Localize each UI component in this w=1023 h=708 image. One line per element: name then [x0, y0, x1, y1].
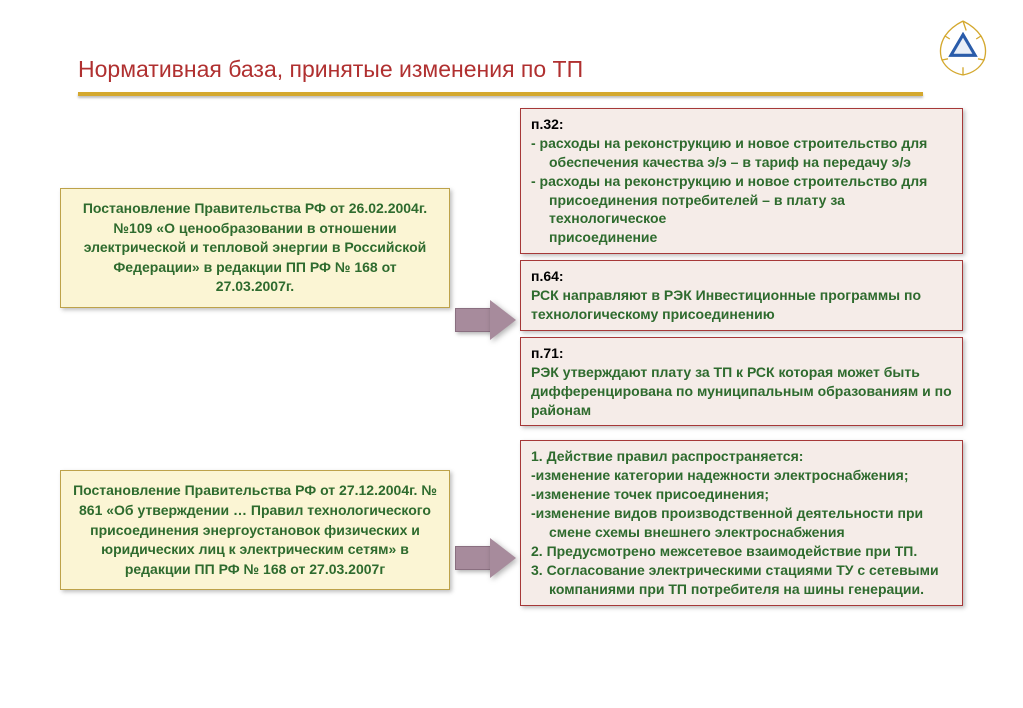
regulation-box-109: Постановление Правительства РФ от 26.02.… — [60, 188, 450, 308]
arrow-icon — [455, 538, 515, 578]
detail-line: РЭК утверждают плату за ТП к РСК которая… — [531, 363, 952, 420]
detail-line: РСК направляют в РЭК Инвестиционные прог… — [531, 286, 952, 324]
detail-box: п.32:- расходы на реконструкцию и новое … — [520, 108, 963, 254]
logo-icon — [933, 18, 993, 78]
detail-box: п.64:РСК направляют в РЭК Инвестиционные… — [520, 260, 963, 331]
content-area: Постановление Правительства РФ от 26.02.… — [60, 108, 963, 606]
regulation-box-861: Постановление Правительства РФ от 27.12.… — [60, 470, 450, 590]
detail-line: - расходы на реконструкцию и новое строи… — [531, 134, 952, 153]
detail-line: обеспечения качества э/э – в тариф на пе… — [531, 153, 952, 172]
detail-line: 2. Предусмотрено межсетевое взаимодейств… — [531, 542, 952, 561]
page-title: Нормативная база, принятые изменения по … — [78, 56, 583, 83]
detail-line: присоединение — [531, 228, 952, 247]
detail-head: п.32: — [531, 115, 952, 134]
row-1: Постановление Правительства РФ от 26.02.… — [60, 108, 963, 426]
detail-line: - расходы на реконструкцию и новое строи… — [531, 172, 952, 191]
detail-line: смене схемы внешнего электроснабжения — [531, 523, 952, 542]
detail-line: -изменение точек присоединения; — [531, 485, 952, 504]
detail-line: -изменение категории надежности электрос… — [531, 466, 952, 485]
detail-line: -изменение видов производственной деятел… — [531, 504, 952, 523]
detail-line: 1. Действие правил распространяется: — [531, 447, 952, 466]
detail-line: компаниями при ТП потребителя на шины ге… — [531, 580, 952, 599]
detail-box: 1. Действие правил распространяется:-изм… — [520, 440, 963, 605]
arrow-icon — [455, 300, 515, 340]
detail-head: п.64: — [531, 267, 952, 286]
title-underline — [78, 92, 923, 96]
detail-line: 3. Согласование электрическими стациями … — [531, 561, 952, 580]
detail-line: присоединения потребителей – в плату за … — [531, 191, 952, 229]
row-2: Постановление Правительства РФ от 27.12.… — [60, 440, 963, 605]
detail-box: п.71:РЭК утверждают плату за ТП к РСК ко… — [520, 337, 963, 427]
detail-head: п.71: — [531, 344, 952, 363]
